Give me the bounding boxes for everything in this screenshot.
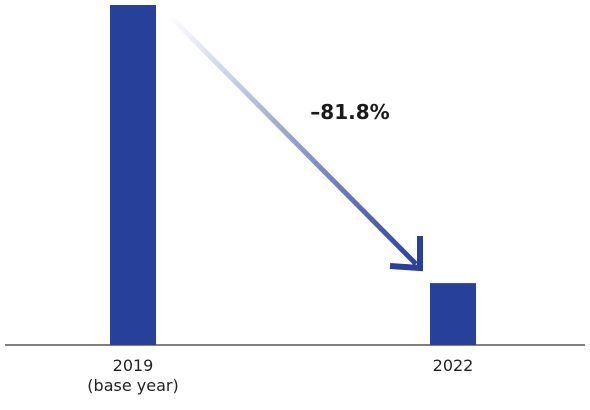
x-tick-label: 2022 <box>432 356 474 375</box>
bar <box>110 5 156 345</box>
arrow-head <box>389 236 423 272</box>
change-annotation: –81.8% <box>310 100 390 124</box>
trend-arrow <box>170 16 418 266</box>
x-tick-label: 2019 (base year) <box>87 356 179 395</box>
bar <box>430 283 476 345</box>
